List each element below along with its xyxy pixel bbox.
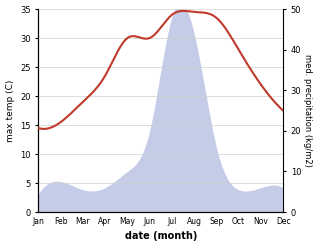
- Y-axis label: max temp (C): max temp (C): [5, 79, 15, 142]
- Y-axis label: med. precipitation (kg/m2): med. precipitation (kg/m2): [303, 54, 313, 167]
- X-axis label: date (month): date (month): [125, 231, 197, 242]
